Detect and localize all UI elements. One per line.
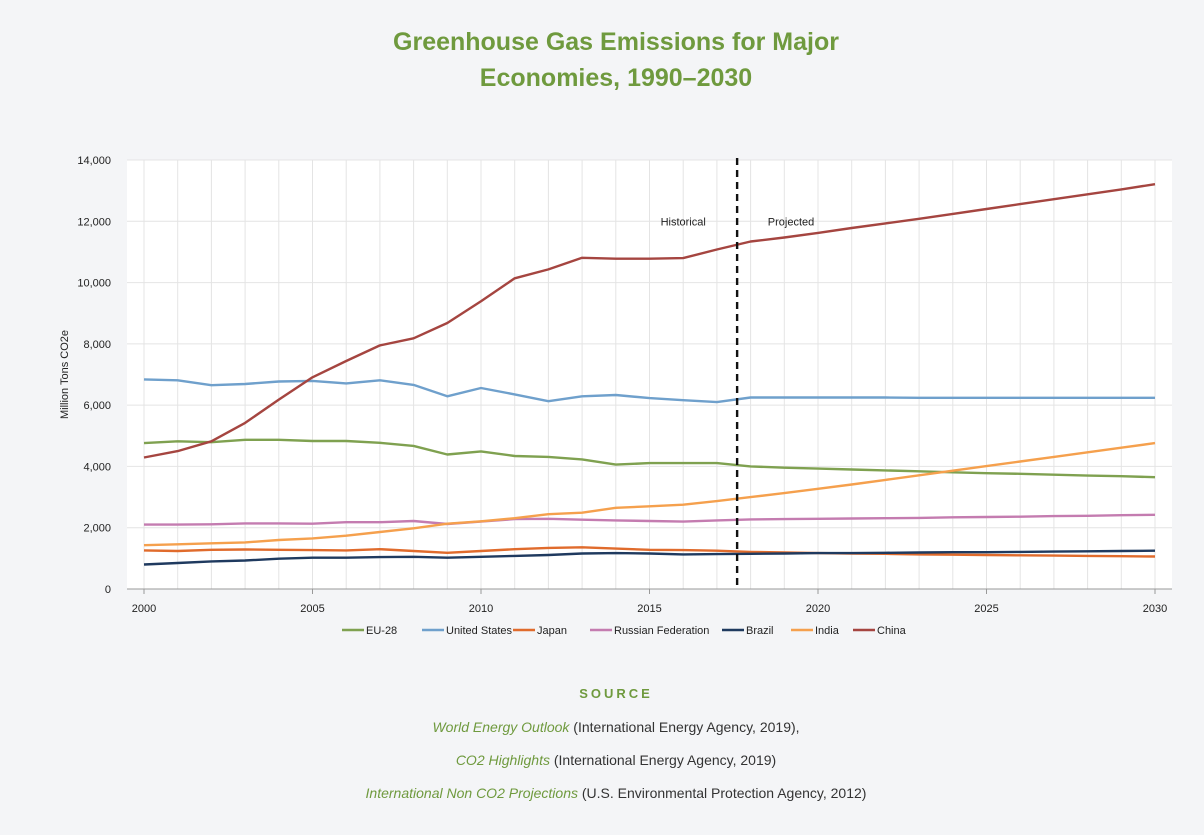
series-line-brazil (143, 549, 1156, 566)
x-tick-label: 2000 (132, 603, 156, 615)
legend-item: Russian Federation (590, 625, 709, 637)
legend-label: China (877, 625, 907, 637)
legend-label: Russian Federation (614, 625, 709, 637)
axes: 0 2,000 4,000 6,000 8,000 10,000 12,000 14,000 2… (59, 155, 1172, 615)
legend: EU-28 United States Japan Russian Federatio… (342, 625, 907, 637)
y-tick-label: 6,000 (83, 400, 111, 412)
x-tick-label: 2005 (300, 603, 324, 615)
chart-title-line-2: Economies, 1990–2030 (479, 64, 753, 92)
source-line-1: World Energy Outlook (International Ener… (0, 719, 1204, 735)
source-2-detail: (International Energy Agency, 2019) (549, 752, 777, 768)
series-line-russian-federation (144, 513, 1156, 526)
series-line-japan (143, 546, 1156, 558)
y-tick-label: 14,000 (77, 155, 111, 167)
source-line-2: CO2 Highlights (International Energy Age… (0, 752, 1204, 768)
annotation-historical: Historical (661, 216, 706, 228)
legend-item: EU-28 (342, 625, 397, 637)
legend-label: Brazil (746, 625, 774, 637)
source-3-title[interactable]: International Non CO2 Projections (365, 785, 578, 801)
legend-label: EU-28 (366, 625, 397, 637)
source-1-title[interactable]: World Energy Outlook (432, 719, 570, 735)
line-chart: 0 2,000 4,000 6,000 8,000 10,000 12,000 14,000 2… (59, 155, 1172, 637)
x-tick-label: 2030 (1143, 603, 1167, 615)
y-tick-label: 10,000 (77, 278, 111, 290)
source-3-detail: (U.S. Environmental Protection Agency, 2… (578, 785, 867, 801)
y-tick-label: 4,000 (83, 461, 111, 473)
x-tick-label: 2025 (974, 603, 998, 615)
y-axis-label: Million Tons CO2e (59, 330, 71, 419)
y-tick-label: 0 (105, 584, 111, 596)
chart-title: Greenhouse Gas Emissions for Major Econo… (0, 24, 1204, 96)
source-line-3: International Non CO2 Projections (U.S. … (0, 785, 1204, 801)
series-line-china (143, 183, 1156, 459)
legend-label: United States (446, 625, 513, 637)
y-tick-label: 8,000 (83, 339, 111, 351)
annotations: Historical Projected (661, 158, 814, 589)
chart-title-line-1: Greenhouse Gas Emissions for Major (393, 28, 839, 56)
legend-item: China (853, 625, 907, 637)
series-line-india (143, 441, 1156, 547)
legend-label: India (815, 625, 840, 637)
legend-label: Japan (537, 625, 567, 637)
source-heading: SOURCE (579, 686, 653, 701)
legend-item: Japan (513, 625, 567, 637)
x-tick-label: 2015 (637, 603, 661, 615)
legend-item: Brazil (722, 625, 774, 637)
annotation-projected: Projected (768, 216, 814, 228)
x-tick-label: 2010 (469, 603, 493, 615)
source-1-detail: (International Energy Agency, 2019), (569, 719, 800, 735)
source-2-title[interactable]: CO2 Highlights (455, 752, 550, 768)
series-lines (143, 183, 1156, 566)
series-line-eu-28 (143, 438, 1156, 479)
legend-item: India (791, 625, 840, 637)
y-tick-label: 2,000 (83, 523, 111, 535)
legend-item: United States (422, 625, 513, 637)
x-tick-label: 2020 (806, 603, 830, 615)
series-line-united-states (143, 378, 1155, 404)
y-tick-label: 12,000 (77, 216, 111, 228)
